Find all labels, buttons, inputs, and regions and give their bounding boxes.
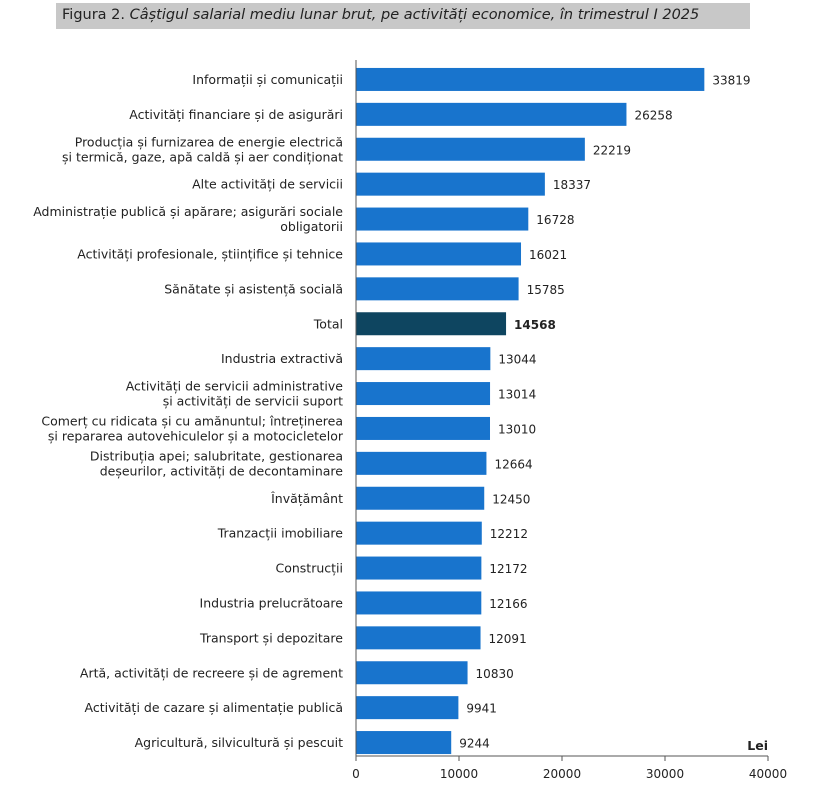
x-tick-label-4: 40000: [749, 767, 787, 781]
title-band: [56, 3, 750, 29]
category-label-11: Distribuția apei; salubritate, gestionar…: [90, 448, 343, 478]
category-label-3: Alte activități de servicii: [192, 177, 343, 192]
value-label-15: 12166: [489, 597, 527, 611]
value-label-2: 22219: [593, 143, 631, 157]
value-label-12: 12450: [492, 492, 530, 506]
category-label-17: Artă, activități de recreere și de agrem…: [80, 665, 343, 680]
bar-7: [356, 312, 507, 336]
value-label-16: 12091: [489, 632, 527, 646]
category-label-12: Învățământ: [270, 491, 343, 506]
category-label-2: Producția și furnizarea de energie elect…: [62, 134, 343, 164]
category-label-4: Administrație publică și apărare; asigur…: [33, 204, 343, 234]
value-label-5: 16021: [529, 248, 567, 262]
category-label-10: Comerț cu ridicata și cu amănuntul; într…: [41, 413, 343, 443]
bar-17: [356, 661, 468, 685]
x-tick-label-3: 30000: [646, 767, 684, 781]
bar-9: [356, 382, 491, 406]
bar-18: [356, 696, 459, 720]
value-label-11: 12664: [494, 457, 532, 471]
value-label-10: 13010: [498, 422, 536, 436]
value-label-17: 10830: [476, 667, 514, 681]
value-labels: 33819 26258 22219 18337 16728 16021 15785 14568…: [459, 73, 750, 750]
title-main: Câștigul salarial mediu lunar brut, pe a…: [129, 7, 700, 23]
chart-title: Figura 2. Câștigul salarial mediu lunar …: [62, 7, 699, 23]
bar-1: [356, 102, 627, 126]
category-label-16: Transport și depozitare: [199, 630, 343, 645]
bar-11: [356, 451, 487, 475]
bar-19: [356, 731, 452, 755]
category-label-13: Tranzacții imobiliare: [217, 526, 344, 541]
title-prefix: Figura 2.: [62, 7, 125, 23]
bar-16: [356, 626, 481, 650]
x-tick-label-0: 0: [352, 767, 360, 781]
value-label-18: 9941: [466, 702, 497, 716]
value-label-14: 12172: [489, 562, 527, 576]
value-label-7: 14568: [514, 318, 556, 332]
bar-0: [356, 67, 705, 91]
value-label-13: 12212: [490, 527, 528, 541]
category-label-14: Construcții: [276, 561, 344, 576]
value-label-19: 9244: [459, 737, 490, 751]
category-label-9: Activități de servicii administrative și …: [126, 379, 344, 409]
value-label-9: 13014: [498, 388, 536, 402]
bar-10: [356, 416, 491, 440]
category-label-18: Activități de cazare și alimentație publ…: [85, 700, 343, 715]
x-axis: 0 10000 20000 30000 40000: [352, 60, 787, 781]
unit-label: Lei: [747, 738, 768, 753]
bar-5: [356, 242, 522, 266]
bar-13: [356, 521, 482, 545]
bars-group: [356, 67, 705, 755]
bar-2: [356, 137, 585, 161]
bar-8: [356, 347, 491, 371]
value-label-0: 33819: [712, 73, 750, 87]
category-label-7: Total: [313, 316, 343, 331]
category-label-5: Activități profesionale, științifice și …: [77, 246, 343, 261]
category-label-0: Informații și comunicații: [192, 72, 343, 87]
bar-15: [356, 591, 482, 615]
category-label-6: Sănătate și asistență socială: [164, 281, 343, 296]
category-label-15: Industria prelucrătoare: [200, 595, 344, 610]
bar-14: [356, 556, 482, 580]
category-labels: Informații și comunicații Activități fina…: [33, 72, 344, 750]
category-label-8: Industria extractivă: [221, 351, 343, 366]
value-label-1: 26258: [634, 108, 672, 122]
value-label-6: 15785: [527, 283, 565, 297]
bar-12: [356, 486, 485, 510]
bar-6: [356, 277, 519, 301]
value-label-4: 16728: [536, 213, 574, 227]
value-label-3: 18337: [553, 178, 591, 192]
category-label-1: Activități financiare și de asigurări: [129, 107, 343, 122]
bar-3: [356, 172, 545, 196]
bar-4: [356, 207, 529, 231]
x-tick-label-2: 20000: [543, 767, 581, 781]
value-label-8: 13044: [498, 353, 536, 367]
category-label-19: Agricultură, silvicultură și pescuit: [135, 735, 343, 750]
x-tick-label-1: 10000: [440, 767, 478, 781]
